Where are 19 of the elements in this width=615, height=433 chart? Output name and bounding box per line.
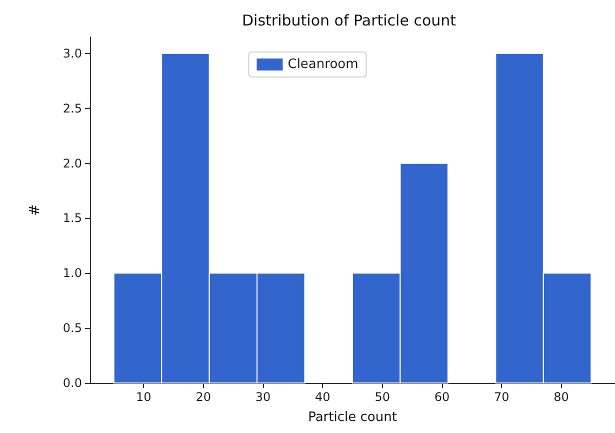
x-tick-label: 10 bbox=[136, 390, 152, 404]
x-tick-label: 80 bbox=[554, 390, 569, 404]
y-axis-title: # bbox=[27, 204, 43, 216]
y-tick-label: 0.5 bbox=[62, 321, 82, 336]
x-tick-label: 60 bbox=[434, 390, 450, 404]
x-axis-title: Particle count bbox=[308, 410, 397, 425]
x-tick-label: 70 bbox=[494, 390, 510, 404]
legend-label: Cleanroom bbox=[288, 57, 358, 72]
y-tick-label: 1.0 bbox=[62, 266, 82, 280]
chart-title: Distribution of Particle count bbox=[242, 12, 456, 30]
x-tick-label: 50 bbox=[374, 390, 390, 404]
y-tick-label: 1.5 bbox=[62, 211, 82, 226]
y-tick-label: 0.0 bbox=[62, 376, 82, 390]
x-tick-label: 30 bbox=[255, 390, 271, 404]
y-tick-label: 2.0 bbox=[62, 156, 82, 170]
y-tick-label: 3.0 bbox=[62, 46, 82, 60]
x-tick-label: 40 bbox=[315, 390, 330, 404]
x-tick-label: 20 bbox=[196, 390, 211, 404]
y-tick-label: 2.5 bbox=[62, 101, 82, 116]
